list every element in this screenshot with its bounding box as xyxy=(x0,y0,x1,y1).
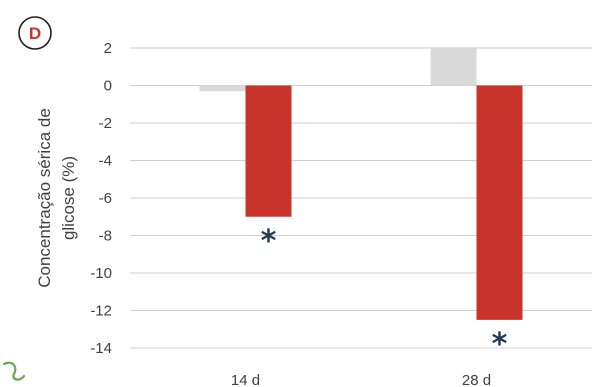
significance-star: * xyxy=(261,224,277,259)
x-tick-labels: 14 d 28 d xyxy=(231,372,491,387)
x-tick-label: 14 d xyxy=(231,372,260,387)
y-tick-label: -10 xyxy=(90,265,112,282)
bar-28d-series-0 xyxy=(430,48,477,86)
x-tick-label: 28 d xyxy=(462,372,491,387)
y-tick-label: -14 xyxy=(90,340,112,357)
y-axis-label-line: Concentração sérica de xyxy=(35,108,54,288)
y-tick-label: -2 xyxy=(99,115,112,132)
y-tick-label: -12 xyxy=(90,303,112,320)
bars xyxy=(199,48,523,320)
significance-markers: ** xyxy=(261,224,508,362)
y-tick-label: 0 xyxy=(104,78,112,95)
gridlines xyxy=(130,47,592,349)
y-axis-label-line: glicose (%) xyxy=(59,156,78,240)
bar-14d-series-1 xyxy=(245,85,292,217)
panel-badge: D xyxy=(18,16,52,50)
panel-letter: D xyxy=(29,24,41,43)
y-tick-label: -8 xyxy=(99,228,112,245)
y-tick-label: -6 xyxy=(99,190,112,207)
bar-28d-series-1 xyxy=(476,85,523,320)
y-tick-label: 2 xyxy=(104,40,112,57)
y-axis-label: Concentração sérica de glicose (%) xyxy=(35,108,78,288)
significance-star: * xyxy=(492,327,508,362)
y-tick-label: -4 xyxy=(99,153,112,170)
leaf-decoration xyxy=(2,361,26,381)
y-tick-labels: 2 0 -2 -4 -6 -8 -10 -12 -14 xyxy=(90,40,112,357)
bar-14d-series-0 xyxy=(199,85,246,92)
